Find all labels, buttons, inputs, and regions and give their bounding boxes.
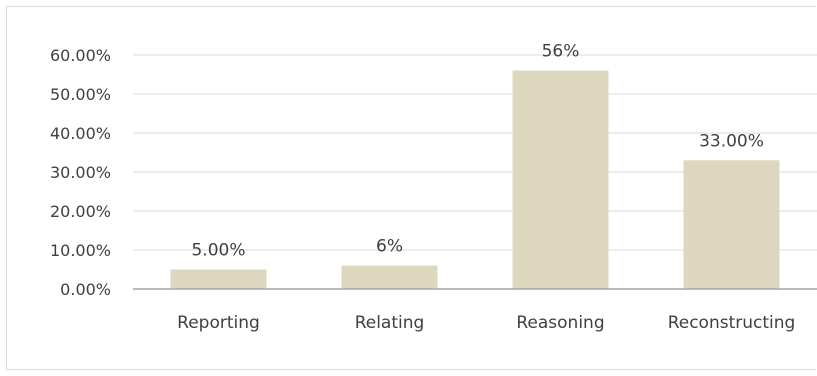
grid-lines	[133, 54, 817, 251]
data-label-reasoning: 56%	[542, 42, 580, 62]
y-tick-label: 20.00%	[50, 202, 111, 221]
y-tick-label: 50.00%	[50, 85, 111, 104]
data-label-reporting: 5.00%	[191, 241, 245, 261]
y-tick-label: 30.00%	[50, 163, 111, 182]
category-label-relating: Relating	[355, 313, 425, 333]
bar-relating	[341, 265, 438, 289]
bar-reasoning	[512, 70, 609, 289]
y-axis-tick-labels: 0.00% 10.00% 20.00% 30.00% 40.00% 50.00% 60.00…	[50, 46, 111, 299]
bar-reconstructing	[683, 160, 780, 289]
category-label-reconstructing: Reconstructing	[668, 313, 796, 333]
y-tick-label: 40.00%	[50, 124, 111, 143]
y-tick-label: 0.00%	[60, 280, 111, 299]
category-label-reporting: Reporting	[177, 313, 260, 333]
category-label-reasoning: Reasoning	[516, 313, 604, 333]
bar-reporting	[170, 269, 267, 289]
chart-frame	[6, 6, 816, 370]
category-labels: Reporting Relating Reasoning Reconstructing	[177, 313, 795, 333]
y-tick-label: 60.00%	[50, 46, 111, 65]
data-labels: 5.00% 6% 56% 33.00%	[191, 42, 763, 261]
data-label-reconstructing: 33.00%	[699, 131, 764, 151]
bars	[170, 70, 780, 289]
y-tick-label: 10.00%	[50, 241, 111, 260]
data-label-relating: 6%	[376, 237, 403, 257]
